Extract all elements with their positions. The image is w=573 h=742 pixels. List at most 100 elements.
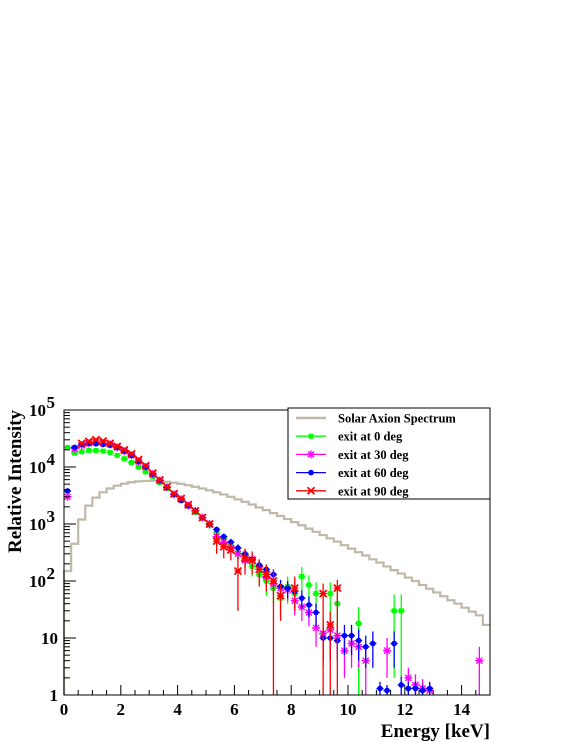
marker-circle xyxy=(220,533,227,540)
data-point xyxy=(398,682,405,688)
data-point xyxy=(226,545,235,555)
data-point xyxy=(128,459,134,465)
marker-cross-stroke xyxy=(127,449,136,459)
data-point xyxy=(233,566,243,576)
legend-marker xyxy=(307,450,315,459)
data-point xyxy=(391,640,397,647)
y-tick-exponent: 5 xyxy=(47,393,56,412)
marker-cross-stroke xyxy=(219,542,228,551)
marker-cross-stroke xyxy=(212,537,221,546)
data-point xyxy=(269,576,278,586)
data-point xyxy=(362,644,369,650)
legend-label: exit at 90 deg xyxy=(338,484,409,498)
y-tick-label: 10 xyxy=(41,629,58,648)
marker-circle xyxy=(299,595,305,601)
x-axis-title: Energy [keV] xyxy=(381,721,490,742)
legend-label: exit at 0 deg xyxy=(338,430,403,444)
marker-square xyxy=(327,591,333,597)
marker-cross-stroke xyxy=(169,489,179,498)
marker-square xyxy=(143,469,149,475)
legend-marker xyxy=(308,433,314,439)
data-point xyxy=(106,439,115,448)
marker-square xyxy=(65,444,71,450)
data-point xyxy=(93,447,99,453)
marker-cross-stroke xyxy=(326,620,335,630)
data-point xyxy=(198,513,207,522)
marker-square xyxy=(136,464,142,470)
marker-square xyxy=(299,573,305,579)
marker-circle xyxy=(341,632,348,639)
x-tick-label: 10 xyxy=(340,700,357,719)
marker-star-stroke xyxy=(475,657,483,665)
data-point xyxy=(348,632,355,639)
marker-circle xyxy=(355,637,362,644)
data-point xyxy=(71,444,78,451)
data-point xyxy=(377,685,383,692)
data-point xyxy=(405,685,412,692)
marker-circle xyxy=(362,644,369,650)
data-point xyxy=(143,469,149,475)
data-point xyxy=(370,640,376,647)
marker-circle xyxy=(306,602,312,608)
marker-circle xyxy=(370,640,376,647)
data-point xyxy=(86,447,92,453)
data-point xyxy=(205,519,214,529)
marker-circle xyxy=(313,609,319,616)
data-point xyxy=(162,482,172,491)
marker-square xyxy=(128,459,134,465)
data-point xyxy=(120,445,129,454)
y-tick-exponent: 3 xyxy=(47,507,56,526)
data-point xyxy=(141,461,150,470)
data-point xyxy=(191,506,200,516)
legend-entry: exit at 30 deg xyxy=(296,448,409,462)
data-point xyxy=(100,448,106,454)
data-point xyxy=(262,570,271,579)
marker-cross-stroke xyxy=(226,545,235,555)
marker-square xyxy=(107,449,113,455)
legend: Solar Axion Spectrum exit at 0 deg exit at… xyxy=(287,407,491,500)
marker-cross-stroke xyxy=(276,591,285,600)
marker-cross-stroke xyxy=(141,461,150,470)
data-point xyxy=(98,436,108,446)
marker-cross-stroke xyxy=(233,566,243,576)
data-point xyxy=(169,489,179,498)
marker-circle xyxy=(213,526,220,533)
legend-label: Solar Axion Spectrum xyxy=(338,412,456,426)
y-tick-exponent: 2 xyxy=(47,564,56,583)
data-point xyxy=(148,469,157,478)
data-point xyxy=(113,442,122,451)
data-point xyxy=(326,620,335,630)
series-4 xyxy=(77,435,342,695)
data-point xyxy=(475,656,484,665)
data-point xyxy=(155,475,164,485)
data-point xyxy=(219,542,228,551)
y-tick-label: 1 xyxy=(50,686,59,705)
marker-star-stroke xyxy=(307,450,315,458)
legend-entry: exit at 0 deg xyxy=(296,430,403,444)
marker-circle xyxy=(426,685,433,692)
marker-cross-stroke xyxy=(113,442,122,451)
data-point xyxy=(84,437,93,446)
spectrum-step-line xyxy=(62,479,490,695)
data-point xyxy=(64,488,71,494)
x-tick-label: 0 xyxy=(60,700,69,719)
data-point xyxy=(177,494,186,503)
data-point xyxy=(240,554,250,563)
data-point xyxy=(306,602,312,608)
data-point xyxy=(134,455,143,464)
data-point xyxy=(313,591,319,597)
marker-circle xyxy=(391,640,397,647)
marker-circle xyxy=(228,539,234,545)
marker-cross-stroke xyxy=(177,494,186,503)
marker-cross-stroke xyxy=(333,583,342,593)
marker-star-stroke xyxy=(234,550,242,558)
marker-cross-stroke xyxy=(148,469,157,478)
x-tick-label: 14 xyxy=(453,700,471,719)
y-tick-label: 10 xyxy=(29,515,46,534)
marker-cross-stroke xyxy=(84,437,93,446)
marker-circle xyxy=(308,469,314,476)
marker-cross-stroke xyxy=(240,554,250,563)
marker-circle xyxy=(348,632,355,639)
marker-square xyxy=(313,591,319,597)
